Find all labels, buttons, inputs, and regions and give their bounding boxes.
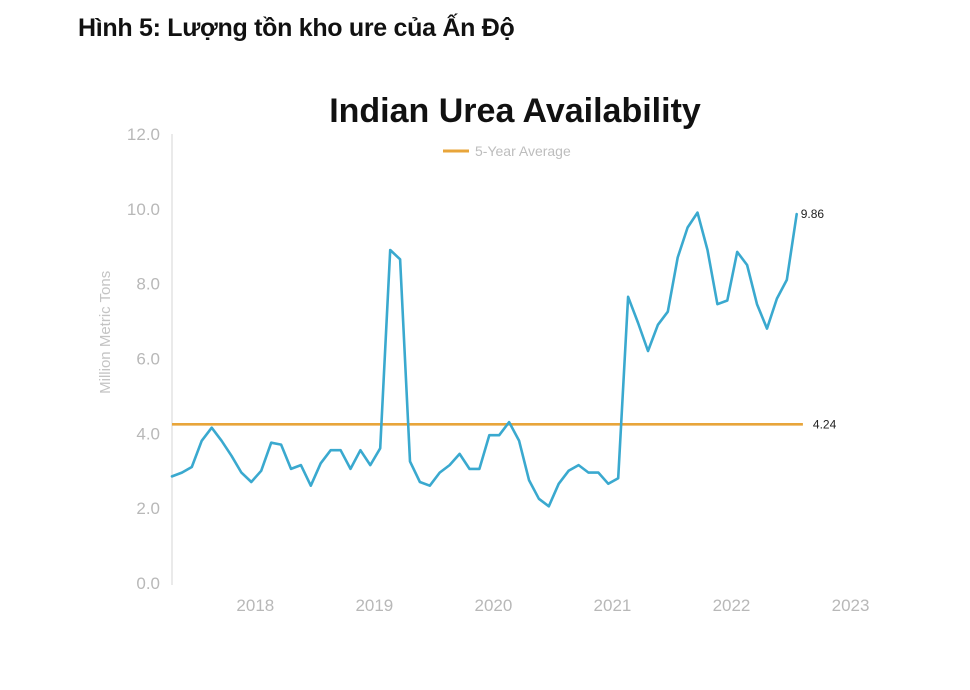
legend-label-average: 5-Year Average bbox=[475, 143, 571, 159]
chart-title: Indian Urea Availability bbox=[329, 92, 701, 130]
availability-series-line bbox=[170, 211, 799, 508]
x-tick-label: 2023 bbox=[832, 596, 870, 615]
x-tick-label: 2022 bbox=[713, 596, 751, 615]
y-tick-label: 4.0 bbox=[136, 424, 160, 443]
data-labels: 9.86 4.24 bbox=[801, 207, 837, 431]
x-tick-label: 2021 bbox=[594, 596, 632, 615]
x-axis: 2018 2019 2020 2021 2022 2023 bbox=[236, 596, 869, 615]
y-tick-label: 0.0 bbox=[136, 574, 160, 593]
y-tick-label: 2.0 bbox=[136, 499, 160, 518]
y-tick-label: 8.0 bbox=[136, 275, 160, 294]
y-axis-title: Million Metric Tons bbox=[97, 271, 114, 394]
y-tick-label: 6.0 bbox=[136, 350, 160, 369]
figure-caption: Hình 5: Lượng tồn kho ure của Ấn Độ bbox=[78, 14, 515, 42]
x-tick-label: 2019 bbox=[355, 596, 393, 615]
y-axis: 0.0 2.0 4.0 6.0 8.0 10.0 12.0 Million Metric To… bbox=[97, 125, 173, 593]
legend: 5-Year Average bbox=[443, 143, 571, 159]
x-tick-label: 2018 bbox=[236, 596, 274, 615]
y-tick-label: 10.0 bbox=[127, 200, 160, 219]
y-tick-label: 12.0 bbox=[127, 125, 160, 144]
average-value-label: 4.24 bbox=[813, 417, 837, 431]
latest-value-label: 9.86 bbox=[801, 207, 825, 221]
x-tick-label: 2020 bbox=[474, 596, 512, 615]
plot-area bbox=[170, 211, 803, 508]
